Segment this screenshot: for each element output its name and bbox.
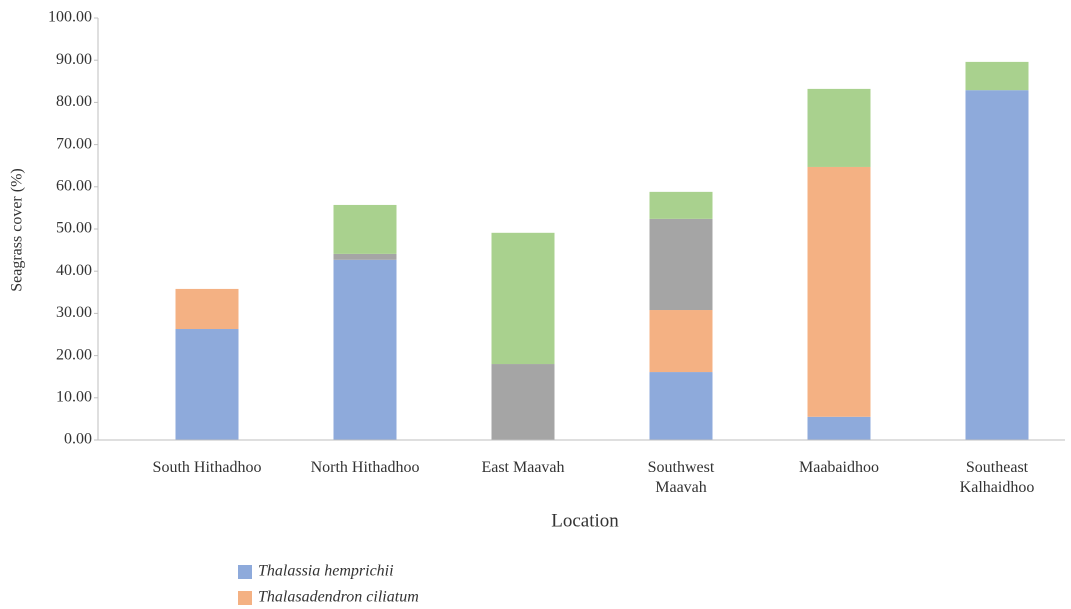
y-tick-label: 80.00 [56,93,92,110]
bar-segment [491,364,555,440]
x-tick-label: North Hithadhoo [310,459,420,476]
bar-segment [965,61,1029,91]
y-tick-label: 10.00 [56,388,92,405]
y-tick-label: 70.00 [56,135,92,152]
bar-segment [333,204,397,254]
y-tick-label: 60.00 [56,177,92,194]
y-tick-label: 40.00 [56,262,92,279]
y-tick-label: 90.00 [56,51,92,68]
bar-segment [649,372,713,440]
bar-segment [965,90,1029,441]
y-tick-label: 0.00 [64,431,92,448]
y-tick-label: 20.00 [56,346,92,363]
bar-segment [649,218,713,311]
x-tick-label: South Hithadhoo [152,459,262,476]
legend-label: Thalasadendron ciliatum [258,589,419,606]
bar-segment [491,232,555,365]
bar-segment [333,259,397,440]
bar-segment [175,288,239,330]
bar-segment [649,310,713,373]
legend-swatch [238,565,252,579]
legend-label: Thalassia hemprichii [258,563,394,580]
x-tick-label: Southeast Kalhaidhoo [959,459,1035,496]
bar-segment [807,166,871,417]
bar-segment [807,416,871,440]
y-tick-label: 30.00 [56,304,92,321]
x-tick-label: Southwest Maavah [647,459,715,496]
y-axis-label: Seagrass cover (%) [9,168,26,292]
bar-segment [175,329,239,440]
y-tick-label: 100.00 [48,9,92,26]
legend-swatch [238,591,252,605]
bar-segment [333,253,397,260]
y-tick-label: 50.00 [56,220,92,237]
bar-segment [807,88,871,167]
x-tick-label: East Maavah [481,459,565,476]
x-axis-label: Location [551,510,619,531]
bar-segment [649,191,713,219]
x-tick-label: Maabaidhoo [799,459,879,476]
